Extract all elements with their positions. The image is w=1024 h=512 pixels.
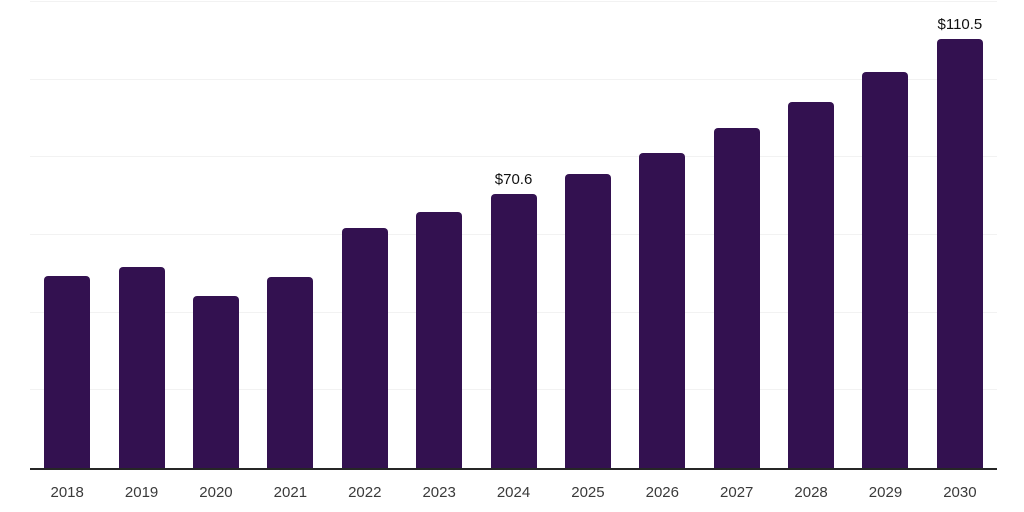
bar-slot-2024: $70.6 [476,2,550,468]
x-tick-2023: 2023 [422,484,456,501]
gridline-100 [30,78,997,80]
bar-2027 [713,128,760,468]
bar-value-label-2030: $110.5 [937,15,983,33]
x-tick-2024: 2024 [496,484,531,501]
bar-2020 [192,295,239,468]
bar-slot-2025 [551,2,625,468]
bar-2023 [416,211,463,468]
x-tick-2022: 2022 [348,484,382,501]
bar-2019 [118,266,165,468]
x-tick-2027: 2027 [720,484,754,501]
x-tick-2026: 2026 [645,484,679,501]
x-tick-2021: 2021 [273,484,308,501]
bar-value-label-2024: $70.6 [494,170,533,188]
bar-slot-2019 [104,2,178,468]
bar-slot-2020 [179,2,253,468]
bar-slot-2018 [30,2,104,468]
bar-slot-2029 [848,2,922,468]
bar-2024 [490,193,537,468]
bar-slot-2028 [774,2,848,468]
bar-slot-2022 [328,2,402,468]
x-tick-2028: 2028 [794,484,828,501]
bar-slot-2026 [625,2,699,468]
plot-area: $70.6 $110.5 [30,1,997,468]
bar-slot-2023 [402,2,476,468]
x-tick-2018: 2018 [50,484,84,501]
x-axis-line [30,468,997,470]
bar-2026 [639,152,686,468]
x-tick-2030: 2030 [943,484,977,501]
gridline-80 [30,156,997,158]
bar-2021 [267,277,314,468]
bar-2030 [936,38,983,468]
x-axis-labels: 2018 2019 2020 2021 2022 2023 2024 2025 2026 2027… [30,484,997,501]
bar-2028 [788,101,835,468]
x-tick-2019: 2019 [124,484,159,501]
bar-2022 [341,228,388,468]
bar-2018 [44,276,91,468]
x-tick-2025: 2025 [571,484,605,501]
bar-slot-2030: $110.5 [923,2,997,468]
bar-slot-2021 [253,2,327,468]
gridline-120 [30,1,997,2]
bar-slot-2027 [700,2,774,468]
x-tick-2020: 2020 [199,484,233,501]
bar-2029 [862,71,909,468]
bars-row: $70.6 $110.5 [30,2,997,468]
x-tick-2029: 2029 [868,484,903,501]
bar-2025 [564,174,611,468]
